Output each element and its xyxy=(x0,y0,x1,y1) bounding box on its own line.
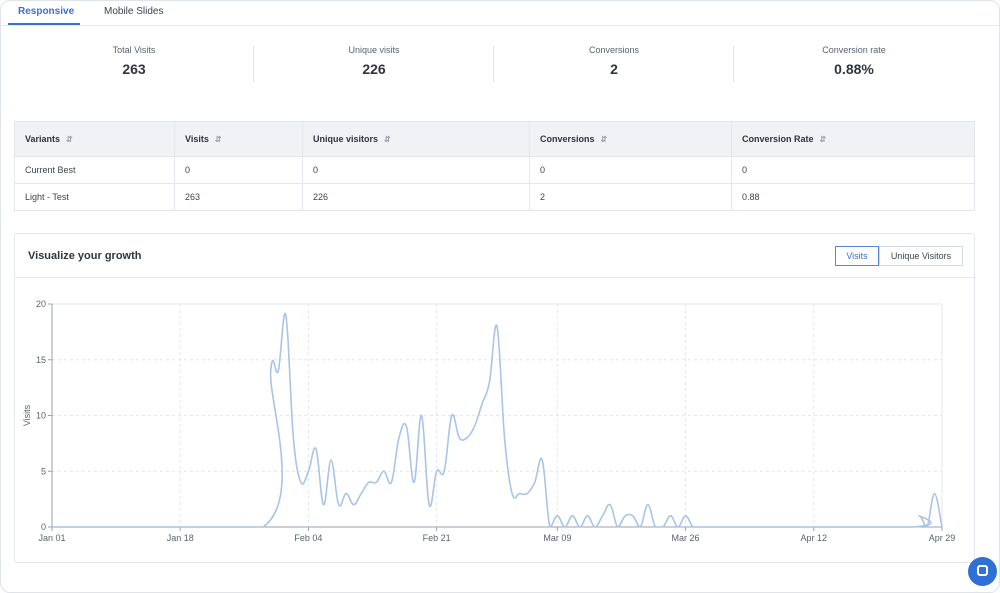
stats-row: Total Visits 263 Unique visits 226 Conve… xyxy=(14,41,974,86)
column-header-label: Visits xyxy=(185,134,209,144)
x-tick-label: Feb 21 xyxy=(423,533,451,543)
stat-total-visits: Total Visits 263 xyxy=(14,41,254,86)
y-tick-label: 5 xyxy=(41,466,46,476)
table-cell: 226 xyxy=(302,183,530,211)
x-tick-label: Mar 26 xyxy=(672,533,700,543)
column-header-visits[interactable]: Visits ⇵ xyxy=(174,121,303,157)
x-tick-label: Mar 09 xyxy=(543,533,571,543)
x-tick-label: Apr 12 xyxy=(801,533,828,543)
y-tick-label: 0 xyxy=(41,522,46,532)
variants-table: Variants ⇵ Visits ⇵ Unique visitors ⇵ Conve… xyxy=(14,121,975,211)
y-axis-label: Visits xyxy=(22,404,32,426)
table-cell: Light - Test xyxy=(14,183,175,211)
visits-line-chart: 0 5 10 15 20 Jan 01 Jan 18 Feb 04 Feb 21 Mar 09 Ma… xyxy=(22,299,956,543)
divider xyxy=(253,45,254,83)
y-tick-label: 15 xyxy=(36,355,46,365)
y-tick-label: 10 xyxy=(36,411,46,421)
sort-arrows-icon[interactable]: ⇵ xyxy=(819,135,827,144)
column-header-label: Conversions xyxy=(540,134,595,144)
table-cell: 0.88 xyxy=(731,183,975,211)
column-header-unique-visitors[interactable]: Unique visitors ⇵ xyxy=(302,121,530,157)
tab-mobile-slides[interactable]: Mobile Slides xyxy=(104,6,164,17)
table-cell: 0 xyxy=(302,156,530,184)
column-header-conversions[interactable]: Conversions ⇵ xyxy=(529,121,732,157)
table-cell: Current Best xyxy=(14,156,175,184)
column-header-label: Conversion Rate xyxy=(742,134,814,144)
y-tick-label: 20 xyxy=(36,299,46,309)
column-header-label: Variants xyxy=(25,134,61,144)
chat-bubble-icon[interactable] xyxy=(968,557,997,586)
x-tick-label: Apr 29 xyxy=(929,533,956,543)
chart-header: Visualize your growth Visits Unique Visi… xyxy=(15,234,974,278)
series-line-visits xyxy=(51,312,943,528)
toggle-visits[interactable]: Visits xyxy=(835,246,879,266)
stat-value: 263 xyxy=(122,61,146,77)
stat-value: 0.88% xyxy=(834,61,874,77)
table-cell: 2 xyxy=(529,183,732,211)
sort-arrows-icon[interactable]: ⇵ xyxy=(214,135,222,144)
table-cell: 0 xyxy=(731,156,975,184)
stat-label: Total Visits xyxy=(112,45,156,55)
growth-chart-card: Visualize your growth Visits Unique Visi… xyxy=(14,233,975,563)
stat-unique-visits: Unique visits 226 xyxy=(254,41,494,86)
tab-bar: Responsive Mobile Slides xyxy=(1,1,999,26)
divider xyxy=(733,45,734,83)
sort-arrows-icon[interactable]: ⇵ xyxy=(66,135,73,144)
x-tick-label: Jan 01 xyxy=(38,533,65,543)
table-row: Light - Test 263 226 2 0.88 xyxy=(14,183,975,211)
table-row: Current Best 0 0 0 0 xyxy=(14,156,975,184)
stat-value: 226 xyxy=(362,61,386,77)
stat-value: 2 xyxy=(610,61,618,77)
toggle-unique-visitors[interactable]: Unique Visitors xyxy=(879,246,963,266)
stat-conversion-rate: Conversion rate 0.88% xyxy=(734,41,974,86)
table-cell: 0 xyxy=(529,156,732,184)
active-tab-indicator xyxy=(8,23,80,25)
stat-conversions: Conversions 2 xyxy=(494,41,734,86)
divider xyxy=(493,45,494,83)
table-cell: 0 xyxy=(174,156,303,184)
table-cell: 263 xyxy=(174,183,303,211)
stat-label: Unique visits xyxy=(348,45,400,55)
sort-arrows-icon[interactable]: ⇵ xyxy=(384,135,391,144)
x-tick-label: Feb 04 xyxy=(294,533,322,543)
x-tick-label: Jan 18 xyxy=(167,533,194,543)
stat-label: Conversion rate xyxy=(822,45,886,55)
column-header-conversion-rate[interactable]: Conversion Rate ⇵ xyxy=(731,121,975,157)
tab-responsive[interactable]: Responsive xyxy=(18,6,75,17)
stat-label: Conversions xyxy=(588,45,640,55)
chart-section-title: Visualize your growth xyxy=(28,250,142,262)
column-header-label: Unique visitors xyxy=(313,134,379,144)
table-header-row: Variants ⇵ Visits ⇵ Unique visitors ⇵ Conve… xyxy=(14,121,975,157)
sort-arrows-icon[interactable]: ⇵ xyxy=(600,135,608,144)
column-header-variants[interactable]: Variants ⇵ xyxy=(14,121,175,157)
